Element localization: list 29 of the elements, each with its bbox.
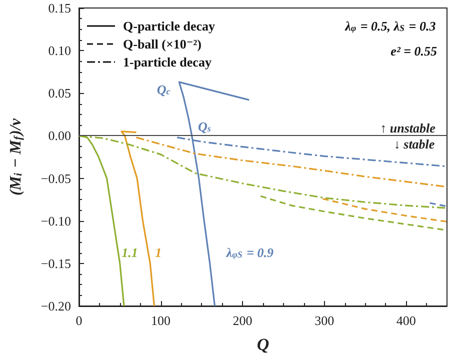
y-tick-label: 0.00 [48,128,71,144]
annotation: λφ = 0.5, λS = 0.3 [344,18,436,34]
annotation: e² = 0.55 [390,44,438,58]
x-tick-label: 0 [76,313,82,328]
annotation: ↓ stable [394,136,435,152]
annotation: Q-ball (×10⁻²) [123,36,202,52]
y-tick-label: 0.10 [48,43,71,58]
y-tick-label: 0.15 [48,0,71,16]
annotation: Q-particle decay [123,18,216,34]
annotation: ↑ unstable [380,120,436,136]
line-series [322,198,448,223]
y-tick-label: −0.10 [40,213,71,228]
x-tick-label: 100 [151,313,171,328]
y-axis-title: (Mi − Mf)/v [8,118,24,196]
annotation: 1-particle decay [123,54,212,70]
y-tick-label: 0.05 [48,86,71,101]
y-tick-label: −0.20 [40,298,71,314]
x-tick-label: 200 [232,313,252,328]
annotation: λφS = 0.9 [225,244,274,260]
line-series [120,130,156,307]
y-tick-label: −0.05 [40,170,71,186]
x-axis-title: Q [256,335,270,354]
x-tick-label: 300 [314,313,334,328]
x-tick-label: 400 [396,313,416,328]
annotation: 1.1 [122,244,138,260]
y-tick-label: −0.15 [40,256,71,271]
annotation: Qs [198,118,212,134]
annotation: 1 [155,244,162,260]
annotation: Qc [156,82,170,98]
